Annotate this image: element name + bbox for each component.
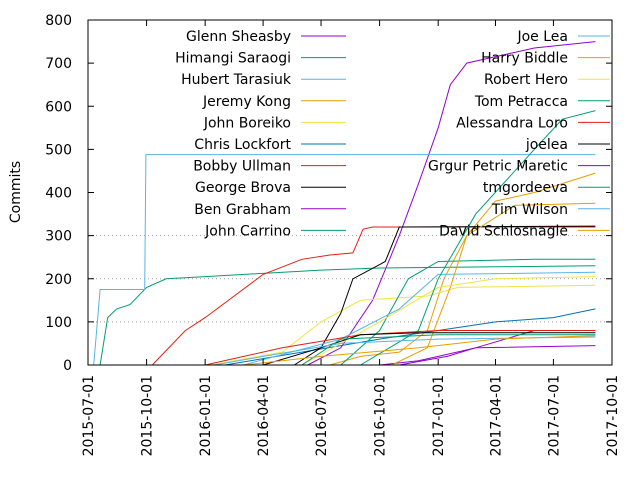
y-axis: 0 100 200 300 400 500 600 700 800 — [45, 13, 612, 374]
y-tick-label: 800 — [45, 13, 72, 29]
legend-label: Alessandra Loro — [456, 115, 568, 131]
x-tick-label: 2016-01-01 — [198, 375, 214, 456]
legend-label: John Carrino — [204, 223, 291, 239]
legend-label: Joe Lea — [516, 29, 568, 45]
y-tick-label: 500 — [45, 142, 72, 158]
x-tick-label: 2017-04-01 — [488, 375, 504, 456]
series-line-11 — [391, 202, 596, 366]
y-tick-label: 400 — [45, 186, 72, 202]
legend-label: joelea — [525, 137, 568, 153]
series-line-19 — [243, 335, 596, 366]
x-tick-label: 2016-04-01 — [256, 375, 272, 456]
x-tick-label: 2017-01-01 — [431, 375, 447, 456]
series-line-0 — [307, 41, 596, 366]
series-line-4 — [210, 284, 596, 366]
legend-label: Bobby Ullman — [193, 159, 291, 175]
series-line-17 — [301, 334, 596, 366]
series-line-1 — [99, 265, 596, 366]
x-tick-label: 2016-07-01 — [314, 375, 330, 456]
x-tick-label: 2017-10-01 — [605, 375, 621, 456]
y-tick-label: 200 — [45, 272, 72, 288]
legend-label: John Boreiko — [203, 115, 291, 131]
series-line-10 — [243, 271, 596, 366]
legend-label: tmgordeeva — [483, 180, 568, 196]
y-tick-label: 0 — [63, 358, 72, 374]
legend-label: Chris Lockfort — [194, 137, 291, 153]
legend-label: Ben Grabham — [194, 202, 291, 218]
series-lines — [93, 41, 596, 366]
series-line-16 — [399, 345, 596, 366]
legend-label: Robert Hero — [484, 72, 568, 88]
series-line-9 — [340, 258, 596, 366]
series-line-6 — [151, 226, 596, 366]
y-tick-label: 100 — [45, 315, 72, 331]
y-tick-label: 600 — [45, 99, 72, 115]
x-tick-label: 2015-07-01 — [81, 375, 97, 456]
y-axis-label: Commits — [8, 161, 24, 223]
series-line-3 — [329, 172, 596, 366]
y-tick-label: 300 — [45, 229, 72, 245]
series-line-13 — [360, 110, 596, 366]
series-line-15 — [262, 332, 596, 366]
legend: Glenn Sheasby Himangi Saraogi Hubert Taras… — [175, 29, 610, 239]
series-line-18 — [214, 336, 596, 366]
x-tick-label: 2017-07-01 — [546, 375, 562, 456]
legend-label: Tim Wilson — [491, 202, 568, 218]
series-line-2 — [93, 154, 596, 366]
x-tick-label: 2016-10-01 — [373, 375, 389, 456]
legend-label: Jeremy Kong — [202, 94, 291, 110]
grid-lines — [88, 235, 612, 323]
legend-label: Grgur Petric Maretic — [428, 159, 568, 175]
legend-label: Glenn Sheasby — [186, 29, 291, 45]
legend-label: Hubert Tarasiuk — [181, 72, 292, 88]
x-tick-label: 2015-10-01 — [140, 375, 156, 456]
legend-label: Tom Petracca — [474, 94, 568, 110]
legend-label: George Brova — [195, 180, 291, 196]
y-tick-label: 700 — [45, 56, 72, 72]
legend-label: David Schlosnagle — [439, 223, 568, 239]
legend-label: Himangi Saraogi — [175, 51, 291, 67]
x-axis: 2015-07-01 2015-10-01 2016-01-01 2016-04-01… — [81, 20, 621, 456]
legend-label: Harry Biddle — [481, 51, 568, 67]
